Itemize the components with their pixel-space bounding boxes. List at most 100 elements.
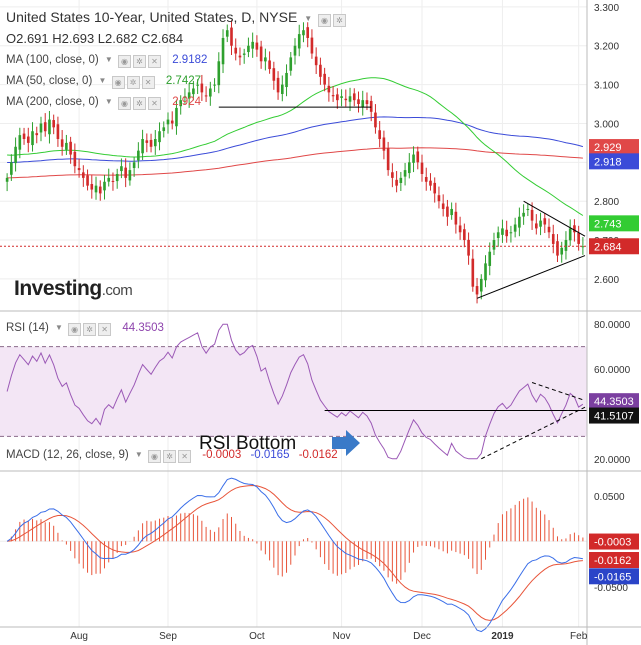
candle — [200, 74, 204, 101]
candle-body — [297, 34, 301, 49]
candle-body — [242, 53, 246, 55]
candle-body — [60, 139, 64, 147]
price-tick-label: 3.000 — [594, 119, 619, 130]
candle-body — [39, 123, 43, 133]
macd-label: MACD (12, 26, close, 9) — [6, 449, 129, 461]
candle — [416, 146, 420, 170]
gear-icon[interactable]: ✲ — [163, 450, 177, 463]
candle — [518, 207, 521, 237]
price-tag-box — [589, 139, 639, 156]
rsi-tick-label: 60.0000 — [594, 365, 631, 376]
price-pane[interactable] — [0, 20, 587, 304]
candle — [149, 133, 153, 153]
candle-body — [581, 246, 585, 248]
candle-body — [132, 162, 136, 169]
candle-body — [111, 180, 115, 182]
candle-body — [568, 228, 572, 241]
candle-body — [407, 162, 411, 174]
ma100-row: MA (100, close, 0) ▼ ◉ ✲ ✕ 2.9182 — [6, 54, 207, 68]
candle — [556, 234, 559, 263]
candle-body — [543, 218, 547, 225]
candle — [407, 153, 411, 179]
candle-body — [352, 93, 356, 101]
eye-icon[interactable]: ◉ — [118, 97, 132, 110]
delete-icon[interactable]: ✕ — [141, 76, 155, 89]
price-tag: 2.684 — [594, 241, 622, 253]
chevron-down-icon[interactable]: ▼ — [304, 14, 313, 23]
candle — [306, 22, 310, 48]
rsi-tag: 41.5107 — [594, 411, 634, 423]
price-tag-box — [589, 153, 639, 170]
candle-body — [501, 228, 504, 235]
gear-icon[interactable]: ✲ — [133, 97, 147, 110]
gear-icon[interactable]: ✲ — [83, 323, 97, 336]
candle — [479, 274, 483, 300]
candle-body — [577, 232, 580, 244]
macd-pane[interactable] — [6, 477, 584, 633]
candle-body — [365, 100, 369, 105]
chevron-down-icon[interactable]: ▼ — [55, 323, 63, 332]
rsi-support-line — [481, 406, 586, 460]
candle-body — [124, 167, 127, 178]
candle — [543, 213, 547, 234]
eye-icon[interactable]: ◉ — [68, 323, 82, 336]
candle-body — [530, 209, 534, 221]
candle — [357, 91, 360, 113]
delete-icon[interactable]: ✕ — [148, 55, 162, 68]
candle-body — [276, 77, 280, 93]
candle — [378, 121, 381, 148]
candle-body — [35, 133, 39, 136]
delete-icon[interactable]: ✕ — [98, 323, 112, 336]
candle-body — [564, 240, 568, 251]
delete-icon[interactable]: ✕ — [148, 97, 162, 110]
candle-body — [268, 60, 271, 70]
candle — [374, 104, 377, 134]
candle-body — [90, 184, 94, 190]
gear-icon[interactable]: ✲ — [133, 55, 147, 68]
candle-body — [496, 232, 500, 238]
candle-body — [103, 181, 106, 191]
delete-icon[interactable]: ✕ — [178, 450, 192, 463]
chevron-down-icon[interactable]: ▼ — [98, 76, 107, 85]
eye-icon[interactable]: ◉ — [111, 76, 125, 89]
rsi-tag: 44.3503 — [594, 396, 634, 408]
candle-body — [551, 234, 555, 244]
gear-icon[interactable]: ✲ — [126, 76, 140, 89]
candle-body — [547, 226, 551, 233]
candle-body — [149, 139, 153, 147]
x-tick-label: Sep — [159, 631, 177, 642]
ma50-row: MA (50, close, 0) ▼ ◉ ✲ ✕ 2.7427 — [6, 75, 201, 89]
candle — [225, 24, 229, 43]
candle-body — [369, 100, 373, 112]
chevron-down-icon[interactable]: ▼ — [134, 450, 143, 459]
gear-icon[interactable]: ✲ — [333, 14, 347, 27]
candle — [264, 48, 267, 71]
candle-body — [272, 68, 276, 81]
x-tick-label: Aug — [70, 631, 88, 642]
candle-body — [251, 41, 254, 49]
eye-icon[interactable]: ◉ — [118, 55, 132, 68]
chevron-down-icon[interactable]: ▼ — [104, 97, 113, 106]
ma100-value: 2.9182 — [172, 54, 208, 66]
macd-tag: -0.0162 — [594, 555, 631, 567]
candle-body — [234, 47, 238, 54]
candle — [454, 202, 458, 234]
price-tag-box — [589, 238, 639, 255]
candle — [420, 154, 424, 182]
candle — [496, 226, 500, 247]
candle — [272, 61, 276, 90]
candle — [488, 242, 492, 276]
eye-icon[interactable]: ◉ — [318, 14, 332, 27]
candle-body — [204, 95, 208, 97]
candle-body — [433, 182, 437, 194]
ma100-line — [7, 116, 584, 163]
investing-logo: Investing.com — [14, 277, 133, 301]
candle — [60, 130, 64, 156]
rsi-pane[interactable]: RSI Bottom — [0, 323, 587, 460]
eye-icon[interactable]: ◉ — [148, 450, 162, 463]
candle-body — [200, 83, 204, 93]
chevron-down-icon[interactable]: ▼ — [104, 55, 113, 64]
x-tick-label: Dec — [413, 631, 431, 642]
candle-body — [217, 61, 221, 86]
